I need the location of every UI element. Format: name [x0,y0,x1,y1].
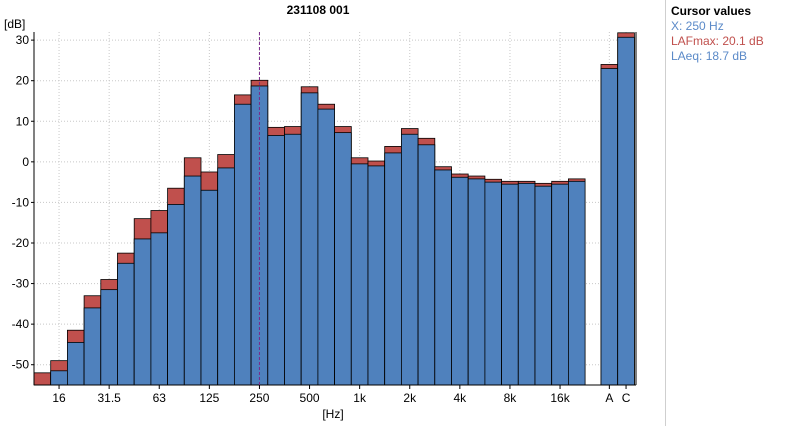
bar-laeq-50[interactable] [133,238,152,386]
bar-laeq-125[interactable] [200,189,219,386]
bar-laeq-3.15k[interactable] [434,169,452,386]
y-tick-label: 0 [22,155,29,169]
bar-laeq-2k[interactable] [400,133,419,386]
cursor-x-value: X: 250 Hz [671,19,724,33]
cursor-laeq-value: LAeq: 18.7 dB [671,49,748,63]
bar-laeq-4k[interactable] [451,176,469,386]
bar-laeq-630[interactable] [317,108,335,386]
bar-laeq-40[interactable] [117,262,135,386]
x-tick-label: 250 [249,391,269,405]
bar-laeq-250[interactable] [250,85,269,386]
x-tick-label: C [622,391,631,405]
bar-laeq-16k[interactable] [551,183,569,386]
bar-laeq-10k[interactable] [517,182,536,386]
cursor-values-title: Cursor values [671,4,752,18]
x-tick-label: 1k [353,391,367,405]
bar-laeq-1.25k[interactable] [367,165,386,386]
x-tick-label: 16 [52,391,66,405]
x-tick-label: 125 [199,391,219,405]
y-tick-label: -40 [12,317,30,331]
bar-laeq-800[interactable] [334,132,352,386]
bar-laeq-500[interactable] [300,92,319,386]
tick-labels: 30 20 10 0 -10 -20 -30 -40 -50 16 31.5 63 125 250 500 1… [12,33,631,405]
x-tick-label: 31.5 [97,391,121,405]
x-tick-label: A [605,391,613,405]
bar-laeq-200[interactable] [233,103,252,386]
y-tick-label: -20 [12,236,30,250]
bar-laeq-12.5k[interactable] [534,185,553,386]
bar-laeq-5k[interactable] [467,178,486,386]
y-tick-label: -10 [12,195,30,209]
bar-laeq-8k[interactable] [501,183,519,386]
bar-laeq-A[interactable] [600,68,619,386]
y-tick-label: -30 [12,277,30,291]
bar-laeq-315[interactable] [267,135,285,386]
y-tick-label: 30 [16,33,30,47]
bar-laeq-20[interactable] [67,341,85,386]
y-tick-label: 10 [16,114,30,128]
bar-lafmax-12.5[interactable] [33,372,52,386]
x-tick-label: 2k [403,391,417,405]
bar-laeq-C[interactable] [617,36,635,386]
spectrum-chart: 231108 001 [dB] [Hz] 30 20 10 0 -10 -20 -30 -40… [4,3,637,421]
bar-laeq-400[interactable] [284,133,302,386]
bar-laeq-6.3k[interactable] [484,181,502,386]
bars [33,32,635,386]
x-tick-label: 8k [504,391,518,405]
bar-laeq-25[interactable] [83,307,102,386]
x-tick-label: 4k [454,391,468,405]
x-tick-label: 16k [550,391,570,405]
bar-laeq-20k[interactable] [568,180,586,386]
bar-laeq-100[interactable] [183,175,202,386]
axes [31,32,637,389]
x-axis-label: [Hz] [322,407,343,421]
x-tick-label: 63 [153,391,167,405]
bar-laeq-1.6k[interactable] [384,152,402,386]
bar-laeq-160[interactable] [217,167,235,386]
bar-laeq-2.5k[interactable] [417,144,436,386]
bar-laeq-16[interactable] [50,370,68,386]
cursor-values-panel: Cursor values X: 250 Hz LAFmax: 20.1 dB … [665,0,793,426]
y-axis-label: [dB] [4,17,25,31]
bar-laeq-31.5[interactable] [100,289,118,386]
x-tick-label: 500 [300,391,320,405]
y-tick-label: 20 [16,74,30,88]
bar-laeq-1k[interactable] [350,163,369,386]
cursor-lafmax-value: LAFmax: 20.1 dB [671,34,764,48]
chart-title: 231108 001 [287,3,350,17]
bar-laeq-63[interactable] [150,232,168,386]
bar-laeq-80[interactable] [167,204,185,386]
y-tick-label: -50 [12,358,30,372]
